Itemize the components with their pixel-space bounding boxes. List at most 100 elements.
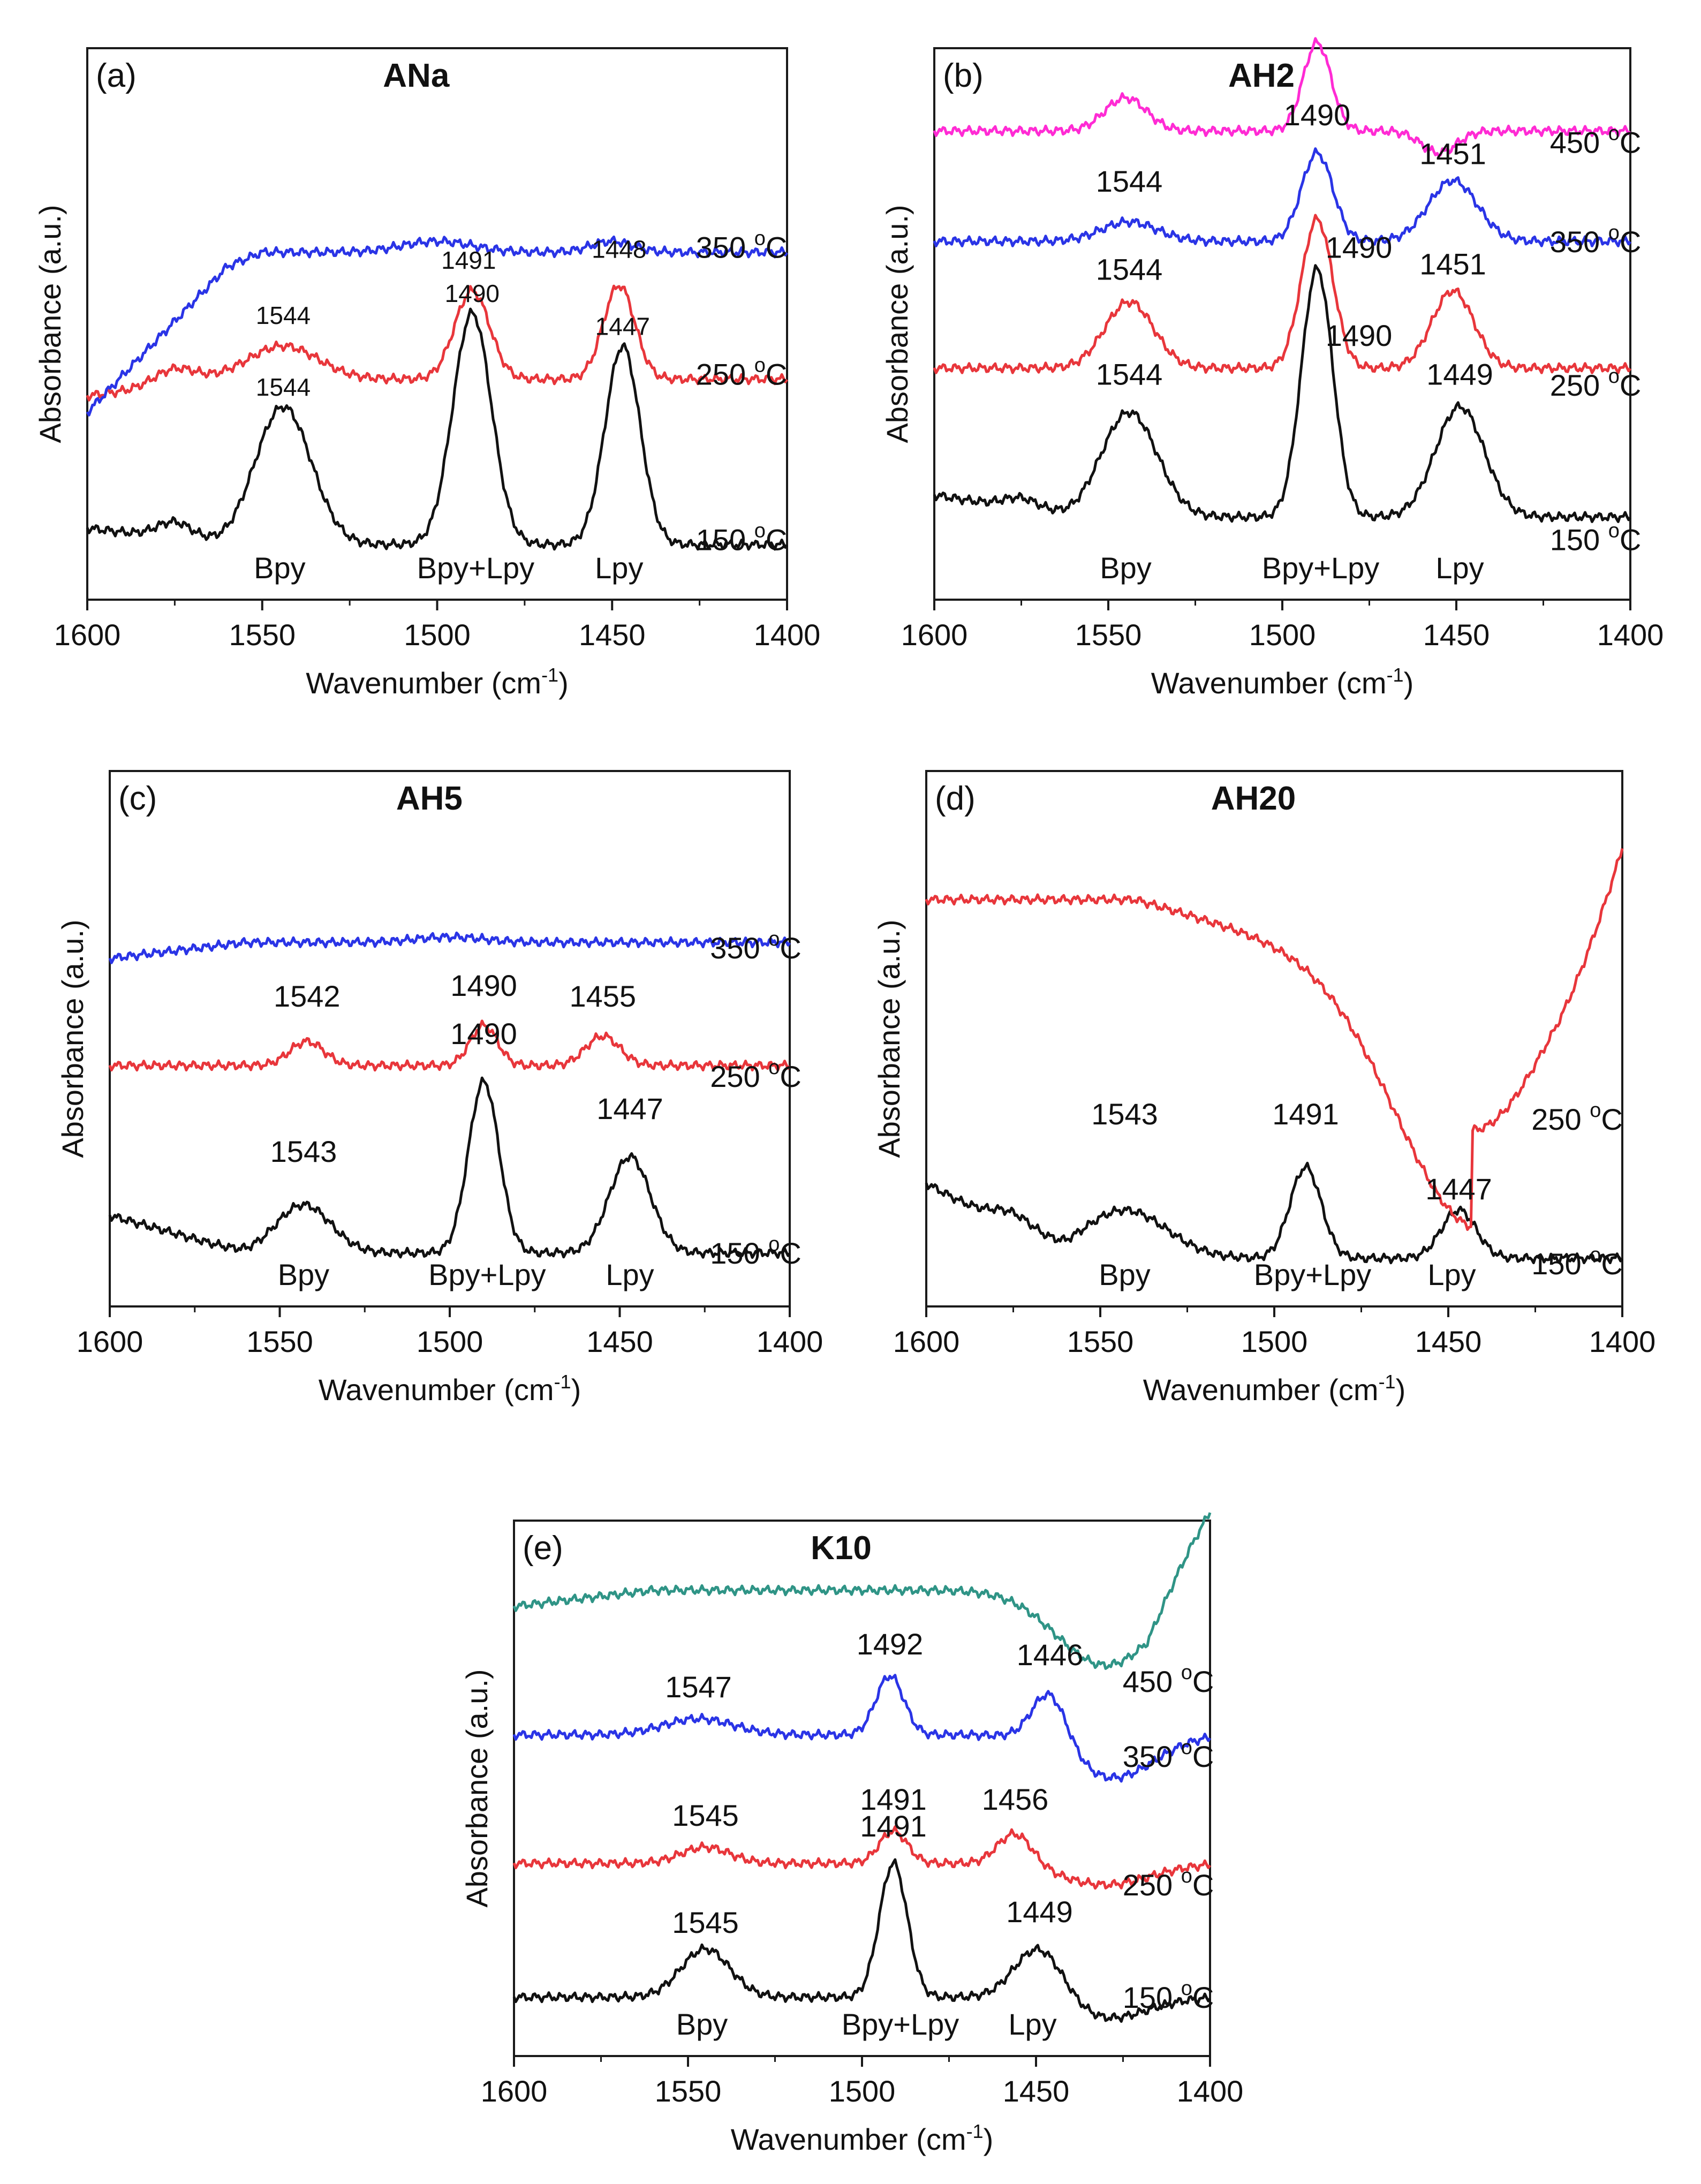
series-line-150 xyxy=(512,1858,1212,2023)
peak-label: 1448 xyxy=(592,235,646,263)
x-tick-label: 1400 xyxy=(1589,1325,1656,1358)
peak-label: 1492 xyxy=(857,1627,924,1661)
panel-label: (b) xyxy=(943,57,984,94)
band-label: Lpy xyxy=(1008,2007,1056,2041)
x-tick-label: 1500 xyxy=(1241,1325,1308,1358)
peak-label: 1491 xyxy=(860,1809,927,1843)
x-tick-label: 1500 xyxy=(417,1325,483,1358)
x-tick-label: 1550 xyxy=(229,618,296,652)
temperature-label: 150 oC xyxy=(1123,1977,1214,2014)
series-line-150 xyxy=(108,1076,791,1259)
peak-label: 1545 xyxy=(672,1906,739,1939)
peak-label: 1490 xyxy=(1326,230,1393,264)
x-tick-label: 1500 xyxy=(829,2074,896,2108)
x-tick-label: 1400 xyxy=(1597,618,1664,652)
x-tick-label: 1450 xyxy=(579,618,646,652)
peak-label: 1490 xyxy=(1326,319,1393,352)
temperature-label: 150 oC xyxy=(1531,1244,1623,1281)
temperature-label: 350 oC xyxy=(710,928,802,965)
x-tick-label: 1450 xyxy=(1423,618,1490,652)
band-label: Bpy+Lpy xyxy=(417,551,535,585)
panel-c: 1600 1550 1500 1450 1400 Wavenumber (cm-1) Abs… xyxy=(56,770,823,1407)
peak-label: 1544 xyxy=(1096,253,1163,286)
peak-label: 1491 xyxy=(441,246,496,274)
x-tick-label: 1550 xyxy=(246,1325,313,1358)
series-line-450 xyxy=(933,37,1632,158)
x-axis-label: Wavenumber (cm-1) xyxy=(1143,1371,1405,1407)
series-line-150 xyxy=(925,1161,1623,1265)
peak-label: 1490 xyxy=(445,279,500,307)
peak-label: 1491 xyxy=(860,1782,927,1816)
band-label: Lpy xyxy=(1427,1258,1476,1291)
band-label: Bpy+Lpy xyxy=(1262,551,1380,585)
band-label: Lpy xyxy=(606,1258,654,1291)
x-tick-label: 1450 xyxy=(1003,2074,1070,2108)
x-tick-label: 1600 xyxy=(901,618,968,652)
band-label: Bpy xyxy=(1100,551,1152,585)
peak-label: 1490 xyxy=(1284,98,1351,132)
peak-label: 1545 xyxy=(672,1798,739,1832)
y-axis-label: Absorbance (a.u.) xyxy=(872,919,906,1158)
plot-frame xyxy=(86,47,788,601)
peak-label: 1544 xyxy=(256,373,311,401)
peak-label: 1542 xyxy=(274,979,341,1013)
temperature-label: 250 oC xyxy=(710,1056,802,1093)
series-line-350 xyxy=(933,147,1632,247)
band-label: Bpy xyxy=(676,2007,728,2041)
series-line-250 xyxy=(86,284,788,402)
peak-label: 1451 xyxy=(1419,137,1486,170)
temperature-label: 150 oC xyxy=(696,519,788,556)
x-axis-label: Wavenumber (cm-1) xyxy=(319,1371,581,1407)
x-tick-label: 1550 xyxy=(1075,618,1142,652)
temperature-label: 150 oC xyxy=(1550,519,1642,556)
x-axis-label: Wavenumber (cm-1) xyxy=(306,664,568,700)
peak-label: 1547 xyxy=(665,1670,732,1704)
panel-d: 1600 1550 1500 1450 1400 Wavenumber (cm-1) Abs… xyxy=(872,770,1656,1407)
series-line-450 xyxy=(512,1512,1212,1670)
band-label: Bpy+Lpy xyxy=(428,1258,546,1291)
peak-label: 1490 xyxy=(450,1017,517,1051)
band-label: Bpy+Lpy xyxy=(842,2007,959,2041)
y-axis-label: Absorbance (a.u.) xyxy=(56,919,89,1158)
temperature-label: 450 oC xyxy=(1123,1661,1214,1698)
panel-label: (d) xyxy=(935,780,976,817)
panel-title: AH5 xyxy=(396,780,463,817)
x-tick-label: 1550 xyxy=(655,2074,722,2108)
temperature-label: 250 oC xyxy=(1531,1099,1623,1136)
band-label: Bpy+Lpy xyxy=(1254,1258,1372,1291)
series-line-150 xyxy=(86,307,788,551)
band-label: Bpy xyxy=(278,1258,330,1291)
x-tick-label: 1400 xyxy=(1177,2074,1244,2108)
panel-e: 1600 1550 1500 1450 1400 Wavenumber (cm-1) Abs… xyxy=(460,1512,1244,2156)
y-axis-label: Absorbance (a.u.) xyxy=(33,205,67,443)
peak-label: 1491 xyxy=(1272,1097,1339,1131)
peak-label: 1544 xyxy=(1096,357,1163,391)
panel-title: AH2 xyxy=(1228,57,1295,94)
x-tick-label: 1500 xyxy=(1249,618,1316,652)
panel-label: (e) xyxy=(523,1530,563,1567)
series-line-350 xyxy=(512,1674,1212,1783)
band-label: Bpy xyxy=(254,551,306,585)
y-axis-label: Absorbance (a.u.) xyxy=(460,1669,494,1907)
temperature-label: 450 oC xyxy=(1550,123,1642,160)
panel-b: 1600 1550 1500 1450 1400 Wavenumber (cm-1) Abs… xyxy=(880,37,1664,700)
peak-label: 1544 xyxy=(256,301,311,329)
temperature-label: 250 oC xyxy=(696,354,788,391)
peak-label: 1447 xyxy=(596,1092,663,1125)
panel-title: K10 xyxy=(811,1530,872,1567)
series-line-350 xyxy=(86,235,788,417)
temperature-label: 150 oC xyxy=(710,1233,802,1270)
peak-label: 1543 xyxy=(1091,1097,1158,1131)
temperature-label: 350 oC xyxy=(1123,1736,1214,1773)
peak-label: 1544 xyxy=(1096,164,1163,198)
x-tick-label: 1450 xyxy=(1415,1325,1482,1358)
series-line-250 xyxy=(108,1019,791,1072)
panel-a: 1600 1550 1500 1450 1400 Wavenumber (cm-1) Abs… xyxy=(33,47,820,700)
panel-label: (a) xyxy=(96,57,137,94)
plot-frame xyxy=(109,770,791,1308)
temperature-label: 350 oC xyxy=(1550,222,1642,259)
panel-title: ANa xyxy=(383,57,450,94)
x-tick-label: 1500 xyxy=(404,618,471,652)
peak-label: 1451 xyxy=(1419,247,1486,281)
x-tick-label: 1600 xyxy=(481,2074,548,2108)
